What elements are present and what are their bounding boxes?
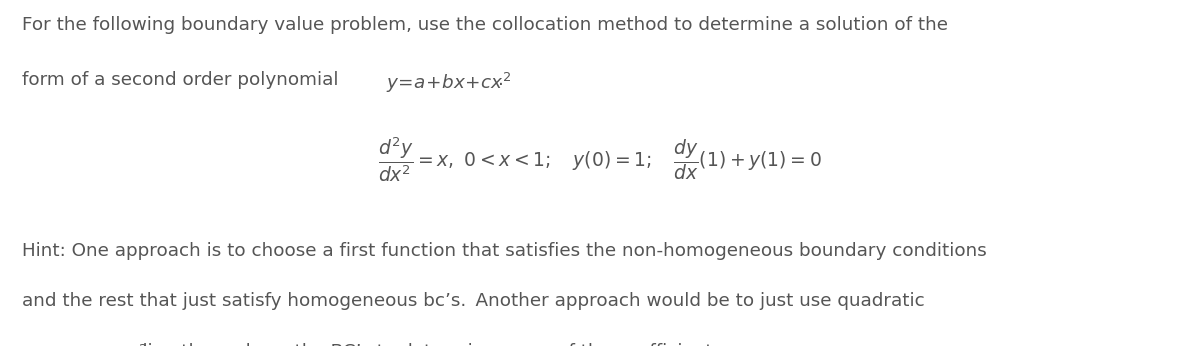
Text: .: . [498, 71, 504, 89]
Text: and the rest that just satisfy homogeneous bc’s. Another approach would be to ju: and the rest that just satisfy homogeneo… [22, 292, 924, 310]
Text: form of a second order polynomial: form of a second order polynomial [22, 71, 344, 89]
Text: Hint: One approach is to choose a first function that satisfies the non-homogene: Hint: One approach is to choose a first … [22, 242, 986, 260]
Text: directly, and use the BC’s to determine some of the coefficients.: directly, and use the BC’s to determine … [130, 343, 727, 346]
Text: $\mathit{y\!=\!a\!+\!bx\!+\!cx^2}$: $\mathit{y\!=\!a\!+\!bx\!+\!cx^2}$ [22, 343, 148, 346]
Text: $\dfrac{d^2y}{dx^2} = x,\ 0 < x < 1;\ \ \ y(0) = 1;\ \ \ \dfrac{dy}{dx}(1)+y(1)=: $\dfrac{d^2y}{dx^2} = x,\ 0 < x < 1;\ \ … [378, 135, 822, 184]
Text: For the following boundary value problem, use the collocation method to determin: For the following boundary value problem… [22, 16, 948, 34]
Text: $\mathit{y\!=\!a\!+\!bx\!+\!cx^2}$: $\mathit{y\!=\!a\!+\!bx\!+\!cx^2}$ [386, 71, 512, 95]
